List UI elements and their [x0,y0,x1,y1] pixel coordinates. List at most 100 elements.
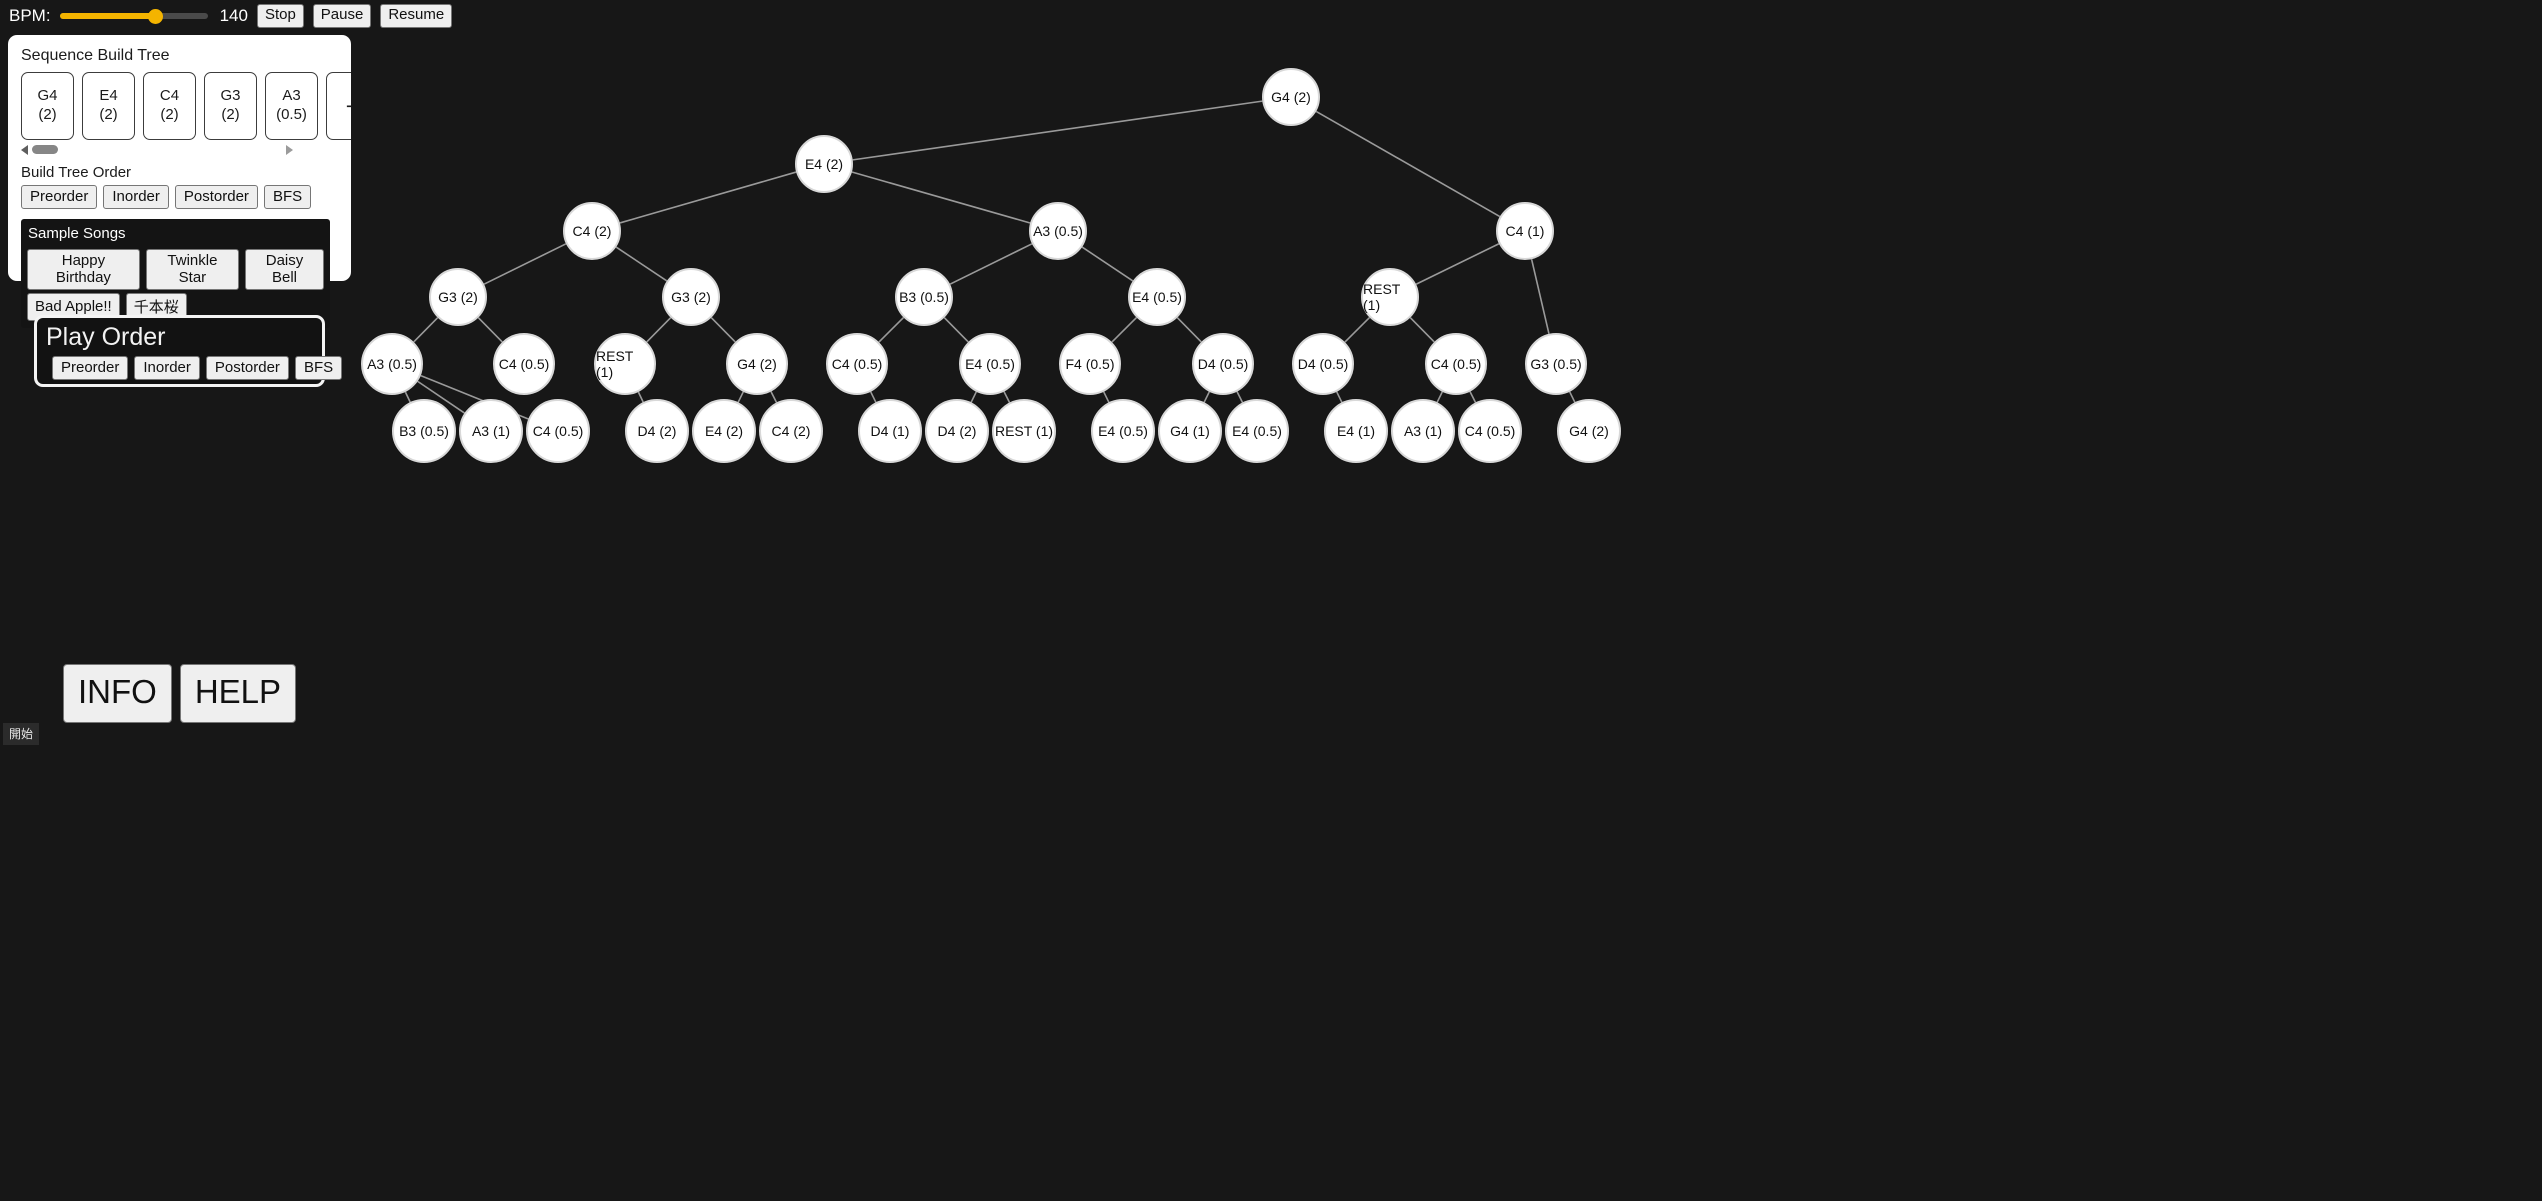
build-tree-order-label: Build Tree Order [21,164,132,181]
tree-node[interactable]: REST (1) [594,333,656,395]
tree-node[interactable]: A3 (1) [459,399,523,463]
tree-node[interactable]: C4 (2) [759,399,823,463]
tree-edge [1436,391,1444,403]
tree-node[interactable]: E4 (0.5) [959,333,1021,395]
play-order-title: Play Order [46,323,166,351]
tree-edge [1344,316,1371,343]
tree-node[interactable]: G4 (1) [1158,399,1222,463]
tree-node[interactable]: C4 (0.5) [493,333,555,395]
playback-toolbar: BPM: 140 Stop Pause Resume [0,0,2542,32]
build-order-preorder[interactable]: Preorder [21,185,98,209]
tree-node[interactable]: G4 (2) [1262,68,1320,126]
tree-node[interactable]: C4 (0.5) [1425,333,1487,395]
tree-node[interactable]: G3 (2) [429,268,487,326]
tree-node[interactable]: C4 (1) [1496,202,1554,260]
note-chip-pitch: G3 [220,87,241,105]
bpm-slider[interactable] [59,8,208,24]
note-chip-pitch: G4 [37,87,58,105]
tree-node[interactable]: C4 (0.5) [1458,399,1522,463]
tree-node[interactable]: C4 (0.5) [526,399,590,463]
tree-edge [413,317,439,343]
sample-song-twinkle-star[interactable]: Twinkle Star [145,249,240,290]
tree-node[interactable]: D4 (0.5) [1192,333,1254,395]
tree-node[interactable]: A3 (1) [1391,399,1455,463]
tree-edge [637,391,644,403]
bpm-value: 140 [219,6,248,25]
chip-scrollbar[interactable] [21,143,293,156]
tree-node[interactable]: D4 (2) [625,399,689,463]
note-chip-duration: (2) [221,106,240,123]
sequence-build-tree-panel: Sequence Build Tree G4 (2) E4 (2) C4 (2) G3 (2)… [8,35,351,328]
tree-edge [852,100,1263,161]
note-chip-duration: (2) [99,106,118,123]
tree-edge [1003,391,1011,403]
triangle-left-icon[interactable] [21,144,28,155]
tree-edge [770,391,778,403]
tree-node[interactable]: REST (1) [1361,268,1419,326]
resume-button[interactable]: Resume [380,4,453,28]
build-order-inorder[interactable]: Inorder [103,185,169,209]
tree-node[interactable]: A3 (0.5) [361,333,423,395]
note-chip[interactable]: E4 (2) [82,72,135,140]
panel-title: Sequence Build Tree [21,47,170,64]
note-chip[interactable]: A3 (0.5) [265,72,318,140]
tree-node[interactable]: B3 (0.5) [392,399,456,463]
triangle-right-icon[interactable] [286,144,293,155]
play-order-buttons: Preorder Inorder Postorder BFS [46,356,343,381]
tree-node[interactable]: C4 (0.5) [826,333,888,395]
bpm-slider-fill [59,13,155,19]
play-order-inorder[interactable]: Inorder [134,356,200,381]
tree-node[interactable]: D4 (0.5) [1292,333,1354,395]
bpm-slider-knob[interactable] [147,9,163,24]
tree-edge [1081,246,1134,282]
tree-node[interactable]: D4 (2) [925,399,989,463]
sample-song-daisy-bell[interactable]: Daisy Bell [245,249,324,290]
tree-node[interactable]: G3 (2) [662,268,720,326]
play-order-postorder[interactable]: Postorder [205,356,289,381]
tree-node[interactable]: E4 (0.5) [1225,399,1289,463]
tree-edge [477,317,503,343]
tree-edge [1315,110,1501,218]
stop-button[interactable]: Stop [256,4,304,28]
note-chip-duration: (0.5) [276,106,307,123]
build-order-bfs[interactable]: BFS [263,185,312,209]
tree-node[interactable]: A3 (0.5) [1029,202,1087,260]
tree-node[interactable]: B3 (0.5) [895,268,953,326]
play-order-preorder[interactable]: Preorder [52,356,129,381]
tree-node[interactable]: G3 (0.5) [1525,333,1587,395]
add-note-button[interactable]: + [326,72,351,140]
note-chip-duration: (2) [160,106,179,123]
tree-node[interactable]: C4 (2) [563,202,621,260]
tree-edge [943,317,969,343]
tree-edge [1236,391,1244,403]
note-chip[interactable]: G3 (2) [204,72,257,140]
tree-node[interactable]: E4 (2) [692,399,756,463]
tree-node[interactable]: E4 (2) [795,135,853,193]
tree-node[interactable]: G4 (2) [726,333,788,395]
tree-edge [1568,391,1576,403]
tree-node[interactable]: E4 (0.5) [1128,268,1186,326]
tree-edge [1176,317,1202,343]
note-chip[interactable]: C4 (2) [143,72,196,140]
tree-node[interactable]: G4 (2) [1557,399,1621,463]
tree-node[interactable]: E4 (1) [1324,399,1388,463]
scrollbar-thumb[interactable] [32,145,58,154]
info-button[interactable]: INFO [63,664,172,723]
help-button[interactable]: HELP [179,664,297,723]
sample-songs-title: Sample Songs [28,225,126,242]
tree-edge [1102,391,1110,403]
tree-edge [615,246,668,282]
pause-button[interactable]: Pause [312,4,372,28]
tree-node[interactable]: E4 (0.5) [1091,399,1155,463]
sample-song-happy-birthday[interactable]: Happy Birthday [27,249,140,290]
tree-node[interactable]: D4 (1) [858,399,922,463]
play-order-bfs[interactable]: BFS [294,356,343,381]
tree-node[interactable]: REST (1) [992,399,1056,463]
tree-node[interactable]: F4 (0.5) [1059,333,1121,395]
note-chip-pitch: A3 [282,87,301,105]
build-order-postorder[interactable]: Postorder [174,185,258,209]
note-chip[interactable]: G4 (2) [21,72,74,140]
note-chip-scroller[interactable]: G4(2)E4(2)C4(2)G3(2)A3(0.5)+ [8,72,351,140]
